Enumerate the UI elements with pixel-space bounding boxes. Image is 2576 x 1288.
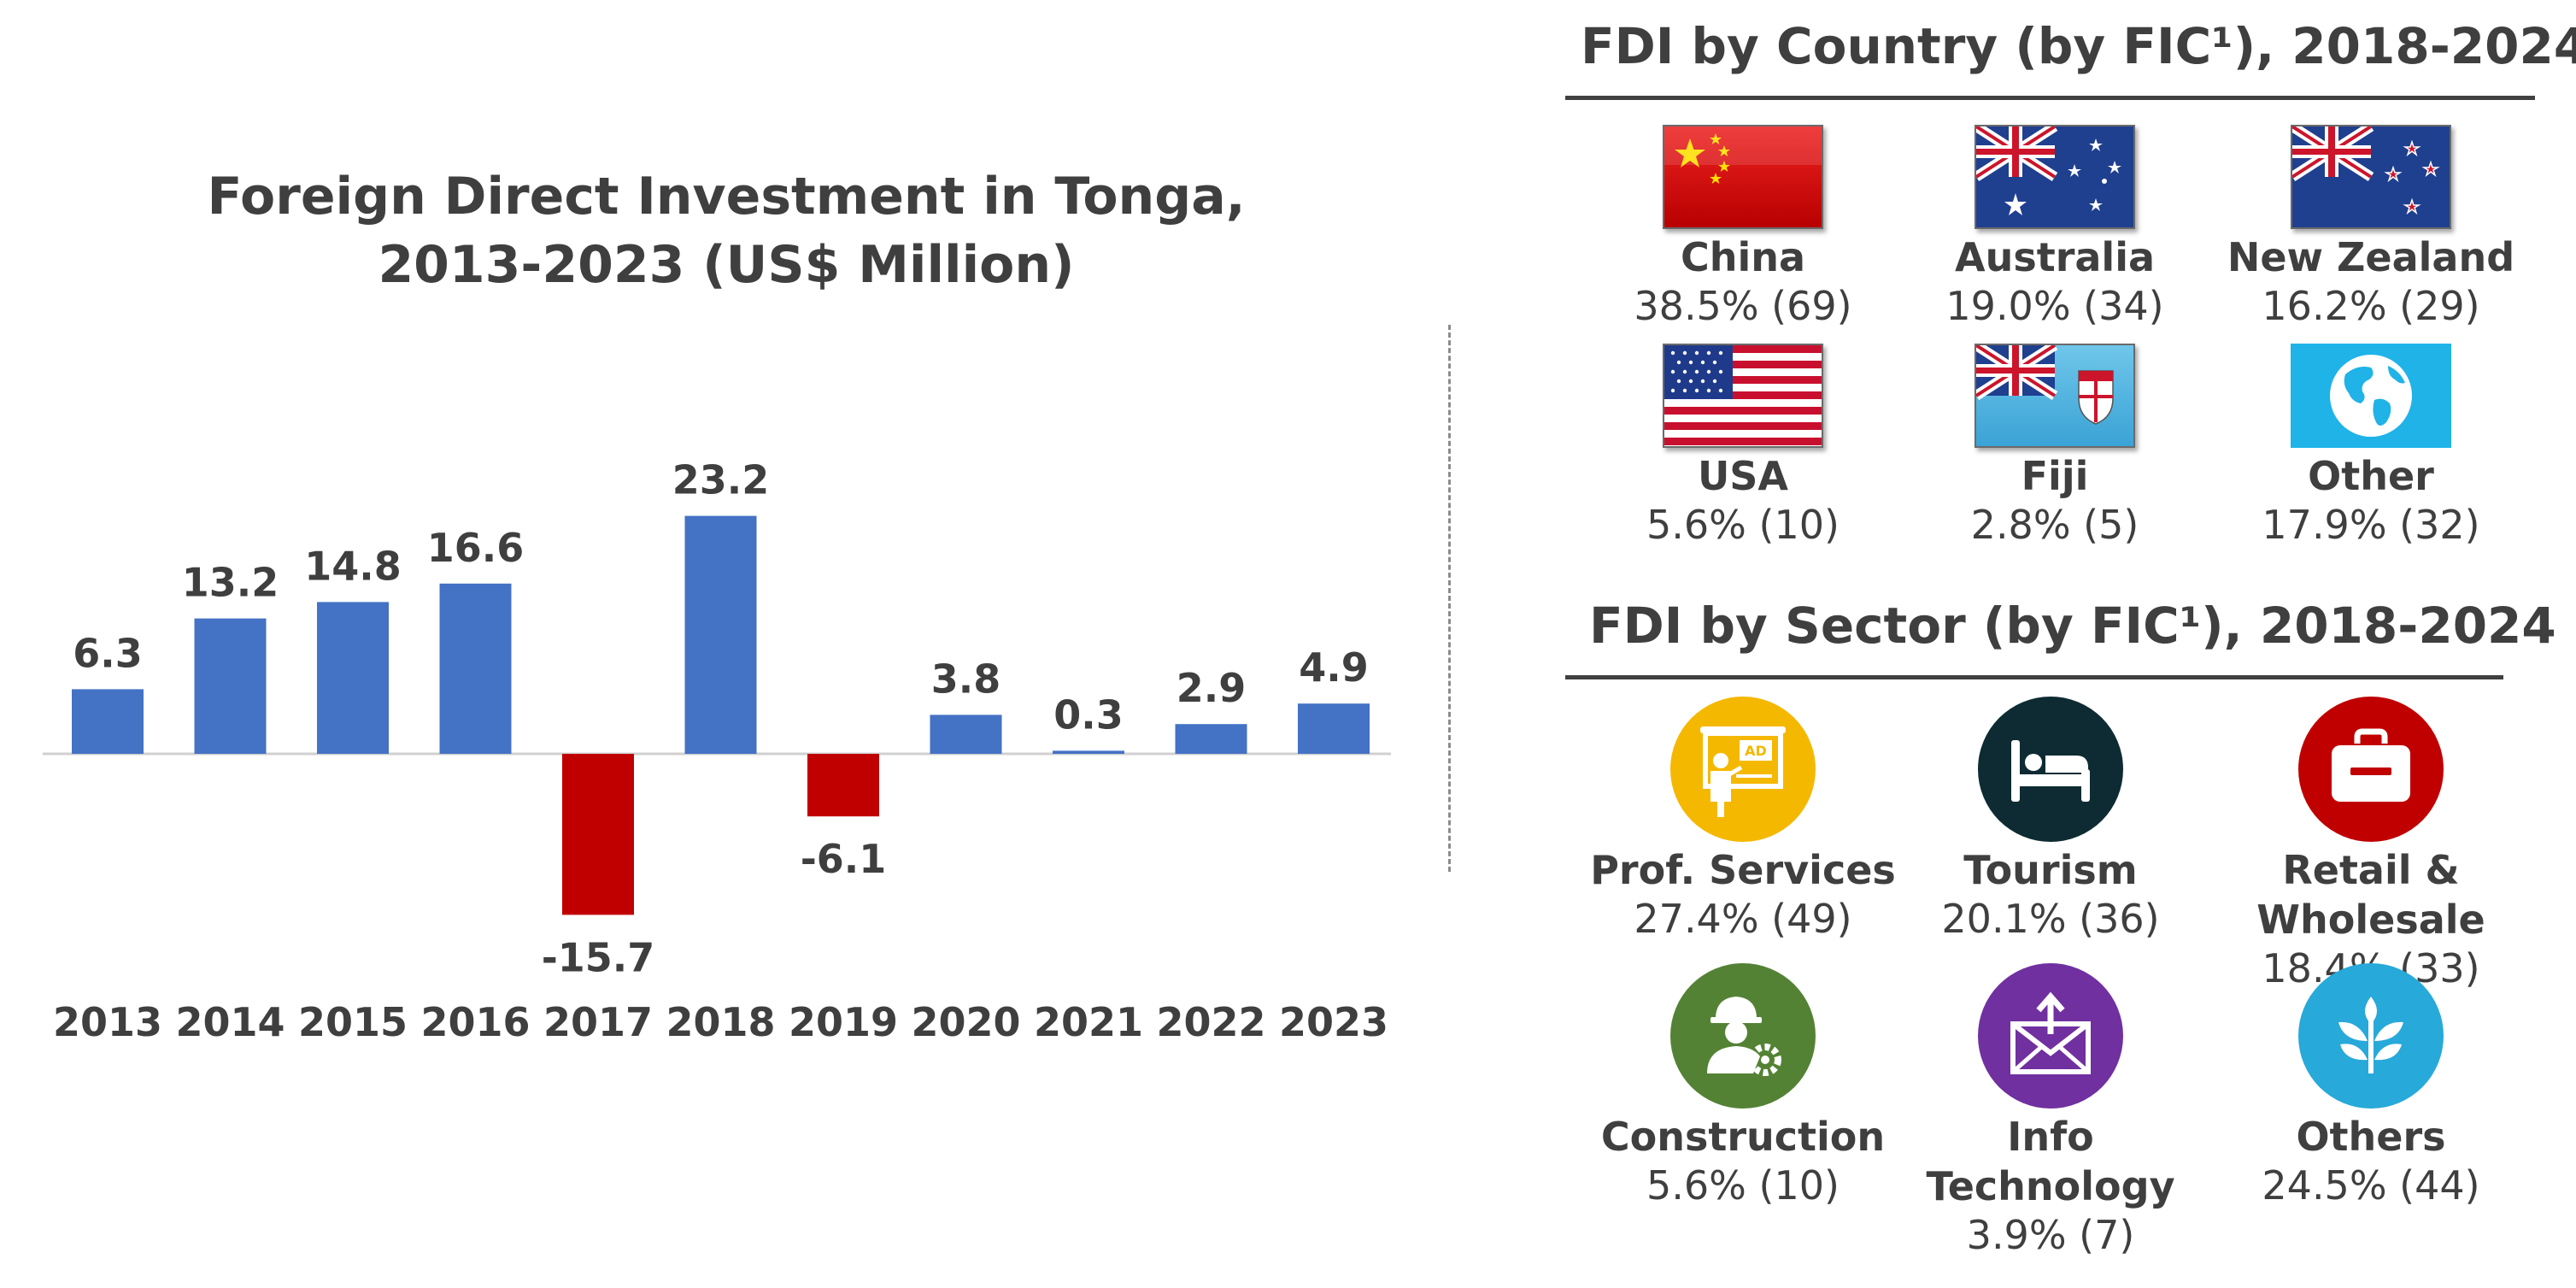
value-label-2018: 23.2 <box>672 457 770 503</box>
bar-2016 <box>439 583 512 754</box>
globe-icon <box>2291 344 2451 448</box>
country-panel-title: FDI by Country (by FIC¹), 2018-2024 <box>1581 17 2576 75</box>
bar-2018 <box>684 515 757 754</box>
sector-item-others: Others 24.5% (44) <box>2174 963 2567 1209</box>
country-item-fiji: Fiji 2.8% (5) <box>1858 344 2251 549</box>
sector-name-retail-wholesale: Retail & Wholesale <box>2256 847 2485 943</box>
sector-name-info-technology-line-2: Technology <box>1926 1163 2175 1209</box>
sector-name-others: Others <box>2296 1114 2446 1160</box>
sector-value-info-technology: 3.9% (7) <box>1966 1212 2135 1258</box>
fdi-bar-chart: 6.3 2013 13.2 2014 14.8 2015 16.6 2016 -15.7 2017… <box>43 457 1391 1045</box>
value-label-2020: 3.8 <box>931 656 1001 702</box>
chart-title-line-2: 2013-2023 (US$ Million) <box>378 235 1075 295</box>
sector-icon-circle-retail-wholesale <box>2298 697 2444 842</box>
sector-icon-circle-tourism <box>1978 697 2123 842</box>
construction-worker-icon <box>1707 997 1781 1076</box>
country-name-new-zealand: New Zealand <box>2227 234 2515 280</box>
country-value-other: 17.9% (32) <box>2262 502 2480 548</box>
country-value-china: 38.5% (69) <box>1634 283 1852 329</box>
country-item-usa: USA 5.6% (10) <box>1546 344 1939 549</box>
value-label-2023: 4.9 <box>1299 644 1369 691</box>
country-value-usa: 5.6% (10) <box>1646 502 1840 548</box>
australia-flag-icon <box>1975 125 2135 229</box>
sector-panel-title: FDI by Sector (by FIC¹), 2018-2024 <box>1589 597 2556 655</box>
bar-2023 <box>1298 703 1370 754</box>
x-tick-label-2013: 2013 <box>53 999 162 1045</box>
x-tick-label-2014: 2014 <box>175 999 285 1045</box>
country-item-china: China 38.5% (69) <box>1546 125 1939 330</box>
value-label-2019: -6.1 <box>801 836 887 882</box>
country-item-new-zealand: New Zealand 16.2% (29) <box>2174 125 2567 330</box>
bar-2017 <box>562 754 634 915</box>
sector-panel-rule <box>1565 675 2503 679</box>
panel-divider <box>1448 325 1451 872</box>
sector-value-prof-services: 27.4% (49) <box>1634 896 1852 942</box>
country-panel-rule <box>1565 96 2535 100</box>
sector-item-info-technology: Info Technology 3.9% (7) <box>1854 963 2247 1259</box>
sector-icon-circle-info-technology <box>1978 963 2123 1109</box>
chart-title: Foreign Direct Investment in Tonga, 2013… <box>120 162 1333 299</box>
value-label-2022: 2.9 <box>1177 665 1247 711</box>
bar-2021 <box>1053 750 1124 754</box>
country-value-fiji: 2.8% (5) <box>1970 502 2139 548</box>
sector-icon-circle-others <box>2298 963 2444 1109</box>
sector-value-construction: 5.6% (10) <box>1646 1162 1840 1209</box>
sector-value-tourism: 20.1% (36) <box>1941 896 2160 942</box>
x-tick-label-2019: 2019 <box>789 999 898 1045</box>
svg-text:AD: AD <box>1745 743 1767 759</box>
x-tick-label-2015: 2015 <box>298 999 408 1045</box>
x-tick-label-2022: 2022 <box>1156 999 1265 1045</box>
x-tick-label-2017: 2017 <box>543 999 653 1045</box>
sector-name-construction: Construction <box>1600 1114 1886 1160</box>
sector-name-info-technology-line-1: Info <box>2007 1114 2094 1160</box>
new-zealand-flag-icon <box>2291 125 2451 229</box>
country-value-new-zealand: 16.2% (29) <box>2262 283 2480 329</box>
value-label-2014: 13.2 <box>182 560 279 606</box>
country-value-australia: 19.0% (34) <box>1945 283 2164 329</box>
bar-2022 <box>1175 724 1247 754</box>
sector-item-prof-services: AD Prof. Services 27.4% (49) <box>1546 697 1939 943</box>
bar-2019 <box>807 754 879 817</box>
country-name-china: China <box>1680 234 1806 280</box>
bed-icon <box>2011 740 2090 802</box>
country-name-usa: USA <box>1697 453 1789 499</box>
country-item-other: Other 17.9% (32) <box>2174 344 2567 549</box>
x-tick-label-2023: 2023 <box>1279 999 1388 1045</box>
sector-item-retail-wholesale: Retail & Wholesale 18.4% (33) <box>2174 697 2567 992</box>
x-tick-label-2018: 2018 <box>666 999 775 1045</box>
x-tick-label-2021: 2021 <box>1034 999 1143 1045</box>
value-label-2016: 16.6 <box>427 525 525 571</box>
email-icon <box>2010 991 2091 1074</box>
bar-2020 <box>930 715 1002 754</box>
value-label-2017: -15.7 <box>542 934 655 980</box>
value-label-2013: 6.3 <box>73 630 143 676</box>
country-item-australia: Australia 19.0% (34) <box>1858 125 2251 330</box>
country-name-australia: Australia <box>1954 234 2156 280</box>
china-flag-icon <box>1663 125 1823 229</box>
sector-item-construction: Construction 5.6% (10) <box>1546 963 1939 1209</box>
country-name-fiji: Fiji <box>2021 453 2089 499</box>
sector-name-info-technology: Info Technology <box>1854 1112 2247 1211</box>
sector-icon-circle-prof-services: AD <box>1670 697 1816 842</box>
bar-2013 <box>72 689 144 754</box>
x-tick-label-2016: 2016 <box>420 999 530 1045</box>
chart-title-line-1: Foreign Direct Investment in Tonga, <box>207 167 1246 226</box>
bar-2015 <box>317 602 389 754</box>
value-label-2021: 0.3 <box>1053 691 1124 738</box>
leaf-icon <box>2338 997 2403 1073</box>
presentation-board-icon: AD <box>1700 726 1786 817</box>
sector-item-tourism: Tourism 20.1% (36) <box>1854 697 2247 943</box>
sector-icon-circle-construction <box>1670 963 1816 1109</box>
value-label-2015: 14.8 <box>304 543 402 589</box>
fiji-flag-icon <box>1975 344 2135 448</box>
x-tick-label-2020: 2020 <box>911 999 1020 1045</box>
shopping-bag-icon <box>2332 728 2410 802</box>
sector-name-tourism: Tourism <box>1963 847 2138 893</box>
sector-name-prof-services: Prof. Services <box>1590 847 1896 893</box>
country-name-other: Other <box>2308 453 2434 499</box>
sector-value-others: 24.5% (44) <box>2262 1162 2480 1209</box>
usa-flag-icon <box>1663 344 1823 448</box>
bar-2014 <box>194 618 267 754</box>
